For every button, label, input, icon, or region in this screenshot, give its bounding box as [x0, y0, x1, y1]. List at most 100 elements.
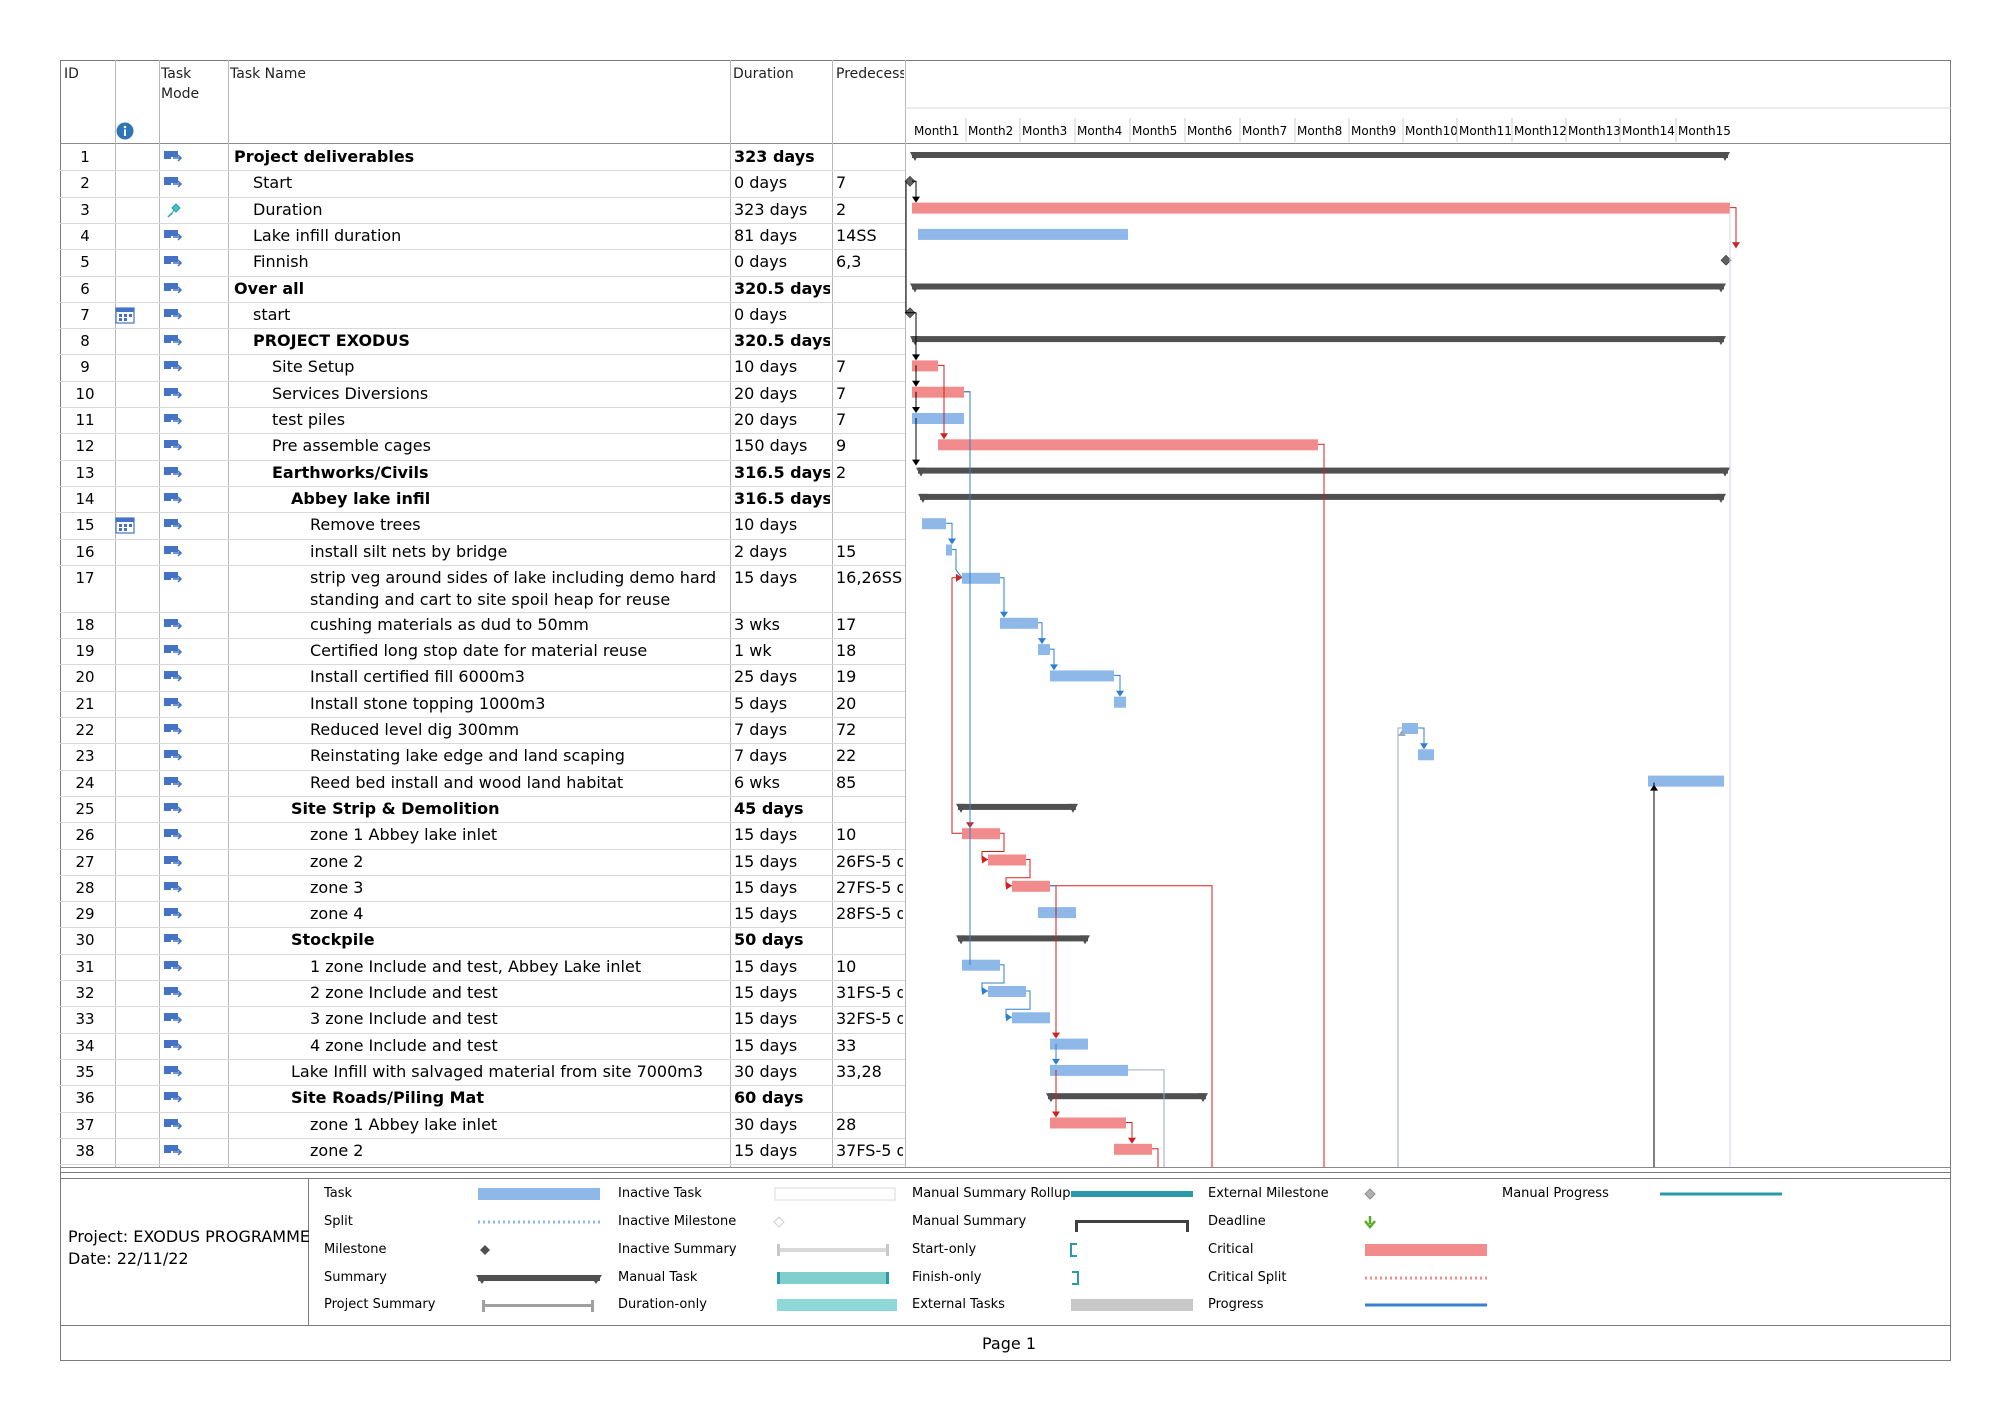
task-duration[interactable]: 1 wk [734, 641, 772, 661]
table-row[interactable]: 21 Install stone topping 1000m3 5 days 20 [60, 692, 905, 718]
task-name[interactable]: zone 1 Abbey lake inlet [310, 825, 498, 845]
table-row[interactable]: 3 Duration 323 days 2 [60, 198, 905, 224]
task-predecessors[interactable]: 7 [836, 173, 847, 193]
task-duration[interactable]: 30 days [734, 1061, 798, 1081]
task-predecessors[interactable]: 72 [836, 720, 857, 739]
task-duration[interactable]: 6 wks [734, 772, 780, 792]
task-duration[interactable]: 10 days [734, 515, 798, 535]
table-row[interactable]: 33 3 zone Include and test 15 days 32FS-5 d [60, 1007, 905, 1033]
table-row[interactable]: 8 PROJECT EXODUS 320.5 days? [60, 329, 905, 355]
table-row[interactable]: 5 Finnish 0 days 6,3 [60, 250, 905, 276]
table-row[interactable]: 15 Remove trees 10 days [60, 513, 905, 539]
task-name[interactable]: Lake Infill with salvaged material from … [291, 1061, 704, 1081]
table-row[interactable]: 34 4 zone Include and test 15 days 33 [60, 1034, 905, 1060]
task-duration[interactable]: 320.5 days? [734, 331, 830, 351]
task-name[interactable]: 3 zone Include and test [310, 1009, 498, 1029]
table-row[interactable]: 36 Site Roads/Piling Mat 60 days [60, 1086, 905, 1112]
task-predecessors[interactable]: 7 [836, 410, 847, 429]
task-duration[interactable]: 316.5 days [734, 488, 830, 508]
task-duration[interactable]: 15 days [734, 567, 798, 587]
task-duration[interactable]: 50 days [734, 930, 804, 950]
table-row[interactable]: 18 cushing materials as dud to 50mm 3 wks 1… [60, 613, 905, 639]
task-duration[interactable]: 3 wks [734, 614, 780, 634]
task-duration[interactable]: 150 days [734, 436, 808, 456]
task-duration[interactable]: 45 days [734, 798, 804, 818]
task-predecessors[interactable]: 2 [836, 199, 847, 219]
task-predecessors[interactable]: 14SS [836, 225, 877, 245]
task-name[interactable]: Finnish [253, 252, 309, 272]
task-duration[interactable]: 0 days [734, 173, 788, 193]
task-duration[interactable]: 20 days [734, 383, 798, 403]
table-row[interactable]: 12 Pre assemble cages 150 days 9 [60, 434, 905, 460]
task-predecessors[interactable]: 26FS-5 d [836, 851, 903, 871]
task-name[interactable]: strip veg around sides of lake including… [310, 567, 717, 587]
task-duration[interactable]: 20 days [734, 410, 798, 429]
task-duration[interactable]: 60 days [734, 1088, 804, 1108]
task-predecessors[interactable]: 10 [836, 956, 857, 976]
table-row[interactable]: 13 Earthworks/Civils 316.5 days 2 [60, 461, 905, 487]
task-name[interactable]: Site Setup [272, 357, 355, 377]
table-row[interactable]: 19 Certified long stop date for material … [60, 639, 905, 665]
column-header-task-mode[interactable]: Task Mode [161, 64, 199, 104]
task-name[interactable]: Duration [253, 199, 323, 219]
table-row[interactable]: 29 zone 4 15 days 28FS-5 d [60, 902, 905, 928]
task-predecessors[interactable]: 7 [836, 383, 847, 403]
task-predecessors[interactable]: 18 [836, 641, 857, 661]
table-row[interactable]: 25 Site Strip & Demolition 45 days [60, 797, 905, 823]
table-row[interactable]: 6 Over all 320.5 days? [60, 277, 905, 303]
task-duration[interactable]: 30 days [734, 1114, 798, 1134]
task-name[interactable]: Reduced level dig 300mm [310, 720, 520, 739]
task-predecessors[interactable]: 20 [836, 693, 857, 713]
task-duration[interactable]: 15 days [734, 1140, 798, 1160]
task-duration[interactable]: 316.5 days [734, 462, 830, 482]
task-name[interactable]: Lake infill duration [253, 225, 402, 245]
task-predecessors[interactable]: 17 [836, 614, 857, 634]
task-predecessors[interactable]: 9 [836, 436, 847, 456]
task-name[interactable]: Site Strip & Demolition [291, 798, 500, 818]
table-row[interactable]: 31 1 zone Include and test, Abbey Lake in… [60, 955, 905, 981]
task-duration[interactable]: 323 days [734, 199, 808, 219]
task-name[interactable]: Abbey lake infil [291, 488, 431, 508]
task-duration[interactable]: 15 days [734, 904, 798, 924]
task-name-line2[interactable]: standing and cart to site spoil heap for… [310, 589, 671, 609]
task-predecessors[interactable]: 15 [836, 541, 857, 561]
table-row[interactable]: 23 Reinstating lake edge and land scaping… [60, 744, 905, 770]
task-predecessors[interactable]: 37FS-5 d [836, 1140, 903, 1160]
task-predecessors[interactable]: 19 [836, 667, 857, 687]
task-predecessors[interactable]: 33 [836, 1035, 857, 1055]
task-duration[interactable]: 15 days [734, 825, 798, 845]
table-row[interactable]: 4 Lake infill duration 81 days 14SS [60, 224, 905, 250]
task-duration[interactable]: 15 days [734, 956, 798, 976]
task-name[interactable]: cushing materials as dud to 50mm [310, 614, 589, 634]
task-predecessors[interactable]: 2 [836, 462, 847, 482]
task-duration[interactable]: 0 days [734, 252, 788, 272]
task-predecessors[interactable]: 28 [836, 1114, 857, 1134]
table-row[interactable]: 16 install silt nets by bridge 2 days 15 [60, 540, 905, 566]
table-row[interactable]: 30 Stockpile 50 days [60, 928, 905, 954]
task-name[interactable]: install silt nets by bridge [310, 541, 508, 561]
column-header-id[interactable]: ID [64, 66, 79, 82]
task-predecessors[interactable]: 31FS-5 d [836, 983, 903, 1002]
table-row[interactable]: 37 zone 1 Abbey lake inlet 30 days 28 [60, 1113, 905, 1139]
task-predecessors[interactable]: 6,3 [836, 252, 862, 272]
task-name[interactable]: zone 4 [310, 904, 364, 924]
task-predecessors[interactable]: 33,28 [836, 1061, 882, 1081]
task-name[interactable]: test piles [272, 410, 346, 429]
task-duration[interactable]: 5 days [734, 693, 788, 713]
task-duration[interactable]: 0 days [734, 304, 788, 324]
task-name[interactable]: Install stone topping 1000m3 [310, 693, 546, 713]
task-name[interactable]: zone 3 [310, 877, 364, 897]
task-name[interactable]: Start [253, 173, 293, 193]
task-duration[interactable]: 15 days [734, 1035, 798, 1055]
task-name[interactable]: Earthworks/Civils [272, 462, 429, 482]
task-name[interactable]: start [253, 304, 291, 324]
table-row[interactable]: 9 Site Setup 10 days 7 [60, 355, 905, 381]
task-name[interactable]: PROJECT EXODUS [253, 331, 410, 351]
task-predecessors[interactable]: 28FS-5 d [836, 904, 903, 924]
task-name[interactable]: 1 zone Include and test, Abbey Lake inle… [310, 956, 642, 976]
task-name[interactable]: Reed bed install and wood land habitat [310, 772, 624, 792]
task-duration[interactable]: 15 days [734, 877, 798, 897]
task-duration[interactable]: 15 days [734, 983, 798, 1002]
task-duration[interactable]: 15 days [734, 1009, 798, 1029]
task-duration[interactable]: 10 days [734, 357, 798, 377]
